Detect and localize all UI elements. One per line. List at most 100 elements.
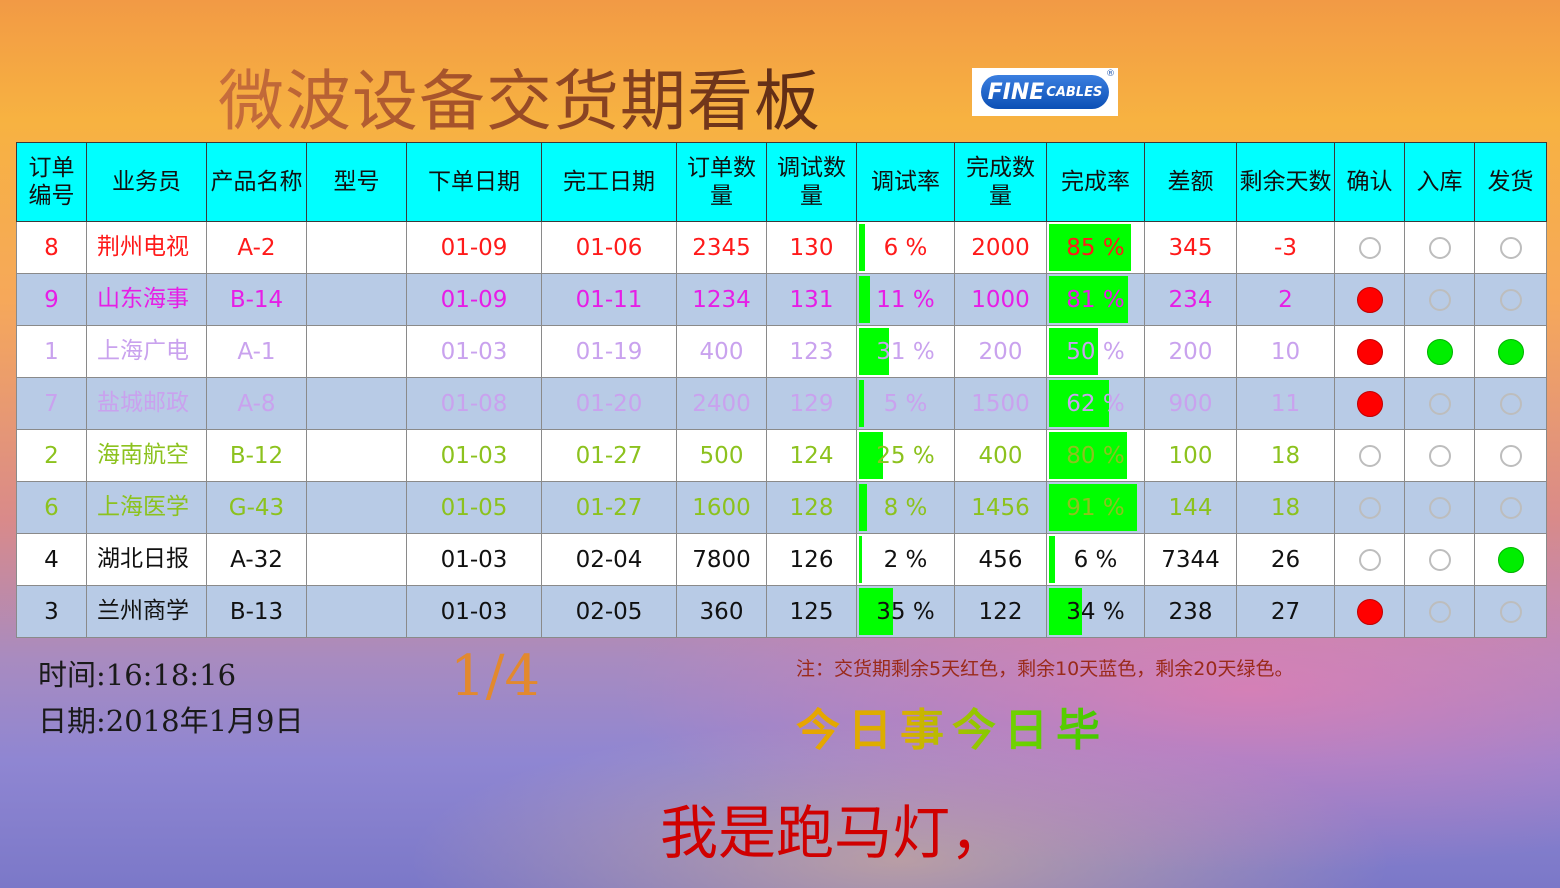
debug-rate-cell: 35 % — [856, 585, 955, 638]
ship-status-indicator[interactable] — [1499, 445, 1522, 467]
debug-rate-value: 35 % — [876, 598, 935, 625]
model-cell — [306, 533, 407, 586]
confirm-status-indicator[interactable] — [1358, 497, 1381, 519]
days-left-cell: 10 — [1236, 325, 1335, 378]
ship-status-indicator[interactable] — [1499, 237, 1522, 259]
debug-rate-cell: 25 % — [856, 429, 955, 482]
stock-status-indicator[interactable] — [1428, 549, 1451, 571]
ship-status-indicator[interactable] — [1499, 289, 1522, 311]
id-cell: 4 — [16, 533, 87, 586]
order-qty-cell: 500 — [676, 429, 767, 482]
ship-status-cell — [1474, 325, 1547, 378]
days-left-cell: 2 — [1236, 273, 1335, 326]
done-qty-cell: 1456 — [954, 481, 1047, 534]
column-header: 完工日期 — [541, 142, 677, 222]
model-cell — [306, 585, 407, 638]
id-cell: 1 — [16, 325, 87, 378]
ship-status-indicator[interactable] — [1497, 338, 1524, 365]
debug-rate-cell: 5 % — [856, 377, 955, 430]
done-rate-bar — [1049, 224, 1132, 271]
salesman-name: 上海广电 — [97, 338, 189, 364]
salesman-cell: 盐城邮政 — [86, 377, 207, 430]
stock-status-indicator[interactable] — [1428, 497, 1451, 519]
confirm-status-indicator[interactable] — [1358, 237, 1381, 259]
legend-note: 注：交货期剩余5天红色，剩余10天蓝色，剩余20天绿色。 — [796, 658, 1294, 680]
ship-status-indicator[interactable] — [1497, 546, 1524, 573]
diff-cell: 900 — [1144, 377, 1237, 430]
ship-status-indicator[interactable] — [1499, 601, 1522, 623]
days-left-cell: 26 — [1236, 533, 1335, 586]
confirm-status-indicator[interactable] — [1356, 338, 1383, 365]
done-qty-cell: 2000 — [954, 221, 1047, 274]
confirm-status-cell — [1334, 325, 1405, 378]
ship-status-cell — [1474, 533, 1547, 586]
stock-status-indicator[interactable] — [1428, 601, 1451, 623]
ship-status-indicator[interactable] — [1499, 393, 1522, 415]
done-rate-cell: 34 % — [1046, 585, 1145, 638]
done-rate-bar — [1049, 484, 1138, 531]
stock-status-indicator[interactable] — [1426, 338, 1453, 365]
debug-rate-bar — [859, 328, 890, 375]
model-cell — [306, 325, 407, 378]
order-date-cell: 01-05 — [406, 481, 542, 534]
confirm-status-indicator[interactable] — [1358, 549, 1381, 571]
done-rate-value: 81 % — [1066, 286, 1125, 313]
finish-date-cell: 01-27 — [541, 429, 677, 482]
order-date-cell: 01-08 — [406, 377, 542, 430]
stock-status-indicator[interactable] — [1428, 237, 1451, 259]
done-rate-bar — [1049, 276, 1128, 323]
confirm-status-indicator[interactable] — [1356, 390, 1383, 417]
ship-status-indicator[interactable] — [1499, 497, 1522, 519]
diff-cell: 345 — [1144, 221, 1237, 274]
salesman-name: 海南航空 — [97, 442, 189, 468]
done-rate-cell: 85 % — [1046, 221, 1145, 274]
debug-qty-cell: 126 — [766, 533, 857, 586]
done-rate-bar — [1049, 328, 1098, 375]
column-header: 发货 — [1474, 142, 1547, 222]
done-rate-cell: 62 % — [1046, 377, 1145, 430]
stock-status-indicator[interactable] — [1428, 445, 1451, 467]
ship-status-cell — [1474, 481, 1547, 534]
order-date-cell: 01-09 — [406, 273, 542, 326]
diff-cell: 100 — [1144, 429, 1237, 482]
done-qty-cell: 200 — [954, 325, 1047, 378]
order-qty-cell: 2400 — [676, 377, 767, 430]
confirm-status-indicator[interactable] — [1358, 445, 1381, 467]
finish-date-cell: 01-19 — [541, 325, 677, 378]
debug-rate-value: 5 % — [883, 390, 928, 417]
column-header: 确认 — [1334, 142, 1405, 222]
stock-status-indicator[interactable] — [1428, 289, 1451, 311]
salesman-cell: 上海医学 — [86, 481, 207, 534]
order-date-cell: 01-03 — [406, 585, 542, 638]
order-date-cell: 01-09 — [406, 221, 542, 274]
done-qty-cell: 1500 — [954, 377, 1047, 430]
done-rate-bar — [1049, 536, 1055, 583]
done-rate-cell: 81 % — [1046, 273, 1145, 326]
confirm-status-cell — [1334, 481, 1405, 534]
table-row: 9 山东海事 B-14 01-09 01-11 1234 131 11 % 1000 81 % 23… — [16, 273, 1547, 326]
confirm-status-cell — [1334, 273, 1405, 326]
logo-main-text: FINE — [987, 79, 1045, 105]
fine-cables-logo: FINE CABLES ® — [972, 68, 1118, 116]
stock-status-indicator[interactable] — [1428, 393, 1451, 415]
salesman-cell: 荆州电视 — [86, 221, 207, 274]
order-qty-cell: 1234 — [676, 273, 767, 326]
confirm-status-indicator[interactable] — [1356, 598, 1383, 625]
confirm-status-indicator[interactable] — [1356, 286, 1383, 313]
order-qty-cell: 400 — [676, 325, 767, 378]
id-cell: 9 — [16, 273, 87, 326]
done-rate-value: 50 % — [1066, 338, 1125, 365]
done-rate-cell: 80 % — [1046, 429, 1145, 482]
table-row: 8 荆州电视 A-2 01-09 01-06 2345 130 6 % 2000 85 % 345-… — [16, 221, 1547, 274]
product-cell: B-14 — [206, 273, 307, 326]
salesman-cell: 湖北日报 — [86, 533, 207, 586]
salesman-name: 荆州电视 — [97, 234, 189, 260]
product-cell: A-8 — [206, 377, 307, 430]
debug-rate-bar — [859, 484, 867, 531]
column-header: 差额 — [1144, 142, 1237, 222]
debug-rate-bar — [859, 224, 865, 271]
stock-status-cell — [1404, 273, 1475, 326]
debug-rate-bar — [859, 536, 862, 583]
logo-sub-text: CABLES — [1046, 84, 1103, 100]
debug-rate-bar — [859, 432, 884, 479]
